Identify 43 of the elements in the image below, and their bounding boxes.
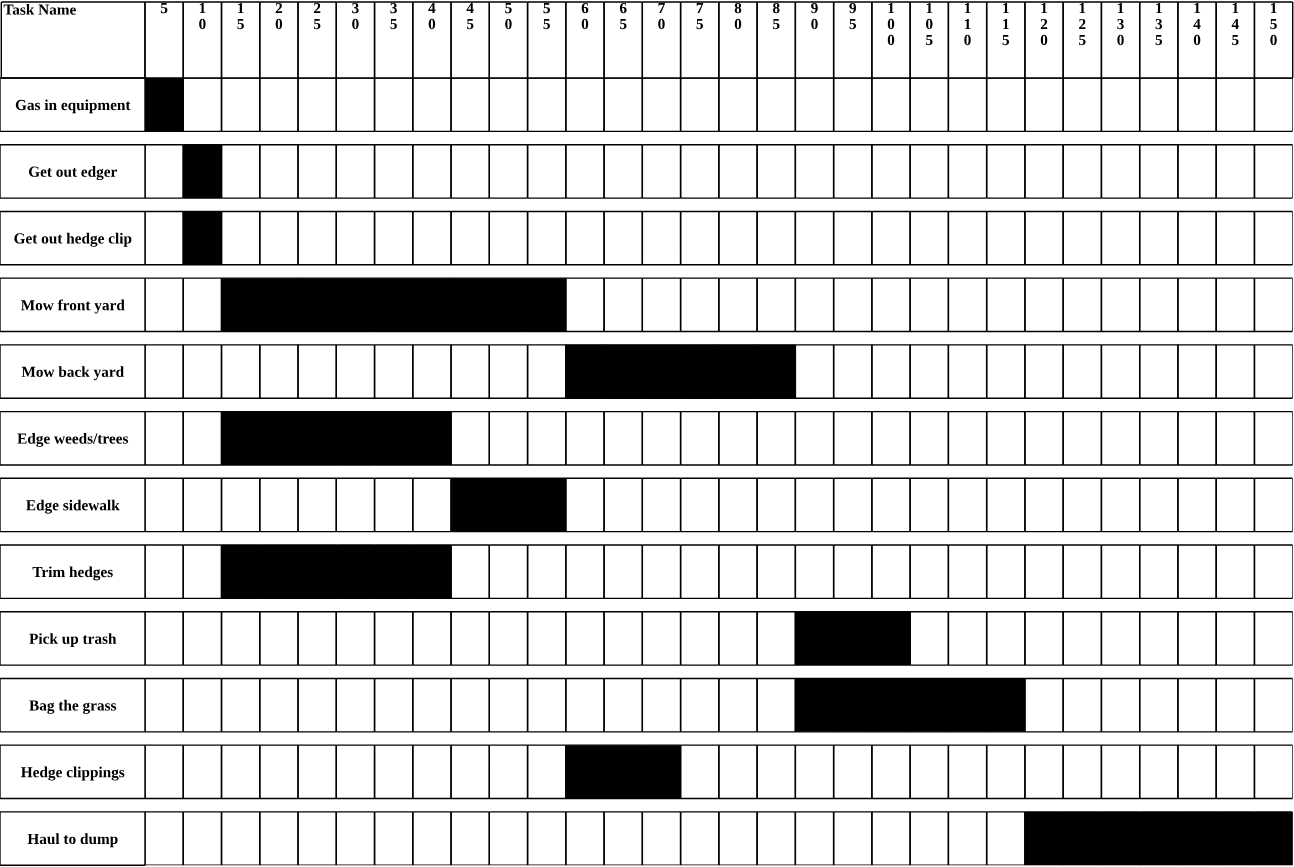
x-tick-label: 1 3 5 [1155, 2, 1163, 46]
x-tick-label: 1 3 0 [1117, 2, 1124, 46]
x-tick-label: 9 5 [849, 2, 857, 30]
y-tick-label: Edge weeds/trees [17, 432, 129, 447]
x-tick-label: 8 0 [734, 2, 742, 30]
y-tick-label: Mow back yard [21, 366, 124, 381]
x-tick-label: 1 1 5 [1002, 2, 1010, 46]
x-tick-label: 1 2 0 [1040, 2, 1048, 46]
x-tick-label: 1 0 [199, 2, 206, 30]
y-tick-label: Bag the grass [29, 699, 117, 714]
x-tick-label: 3 5 [390, 2, 397, 30]
x-tick-label: 8 5 [772, 2, 780, 30]
x-tick-label: 3 0 [352, 2, 359, 30]
y-tick-label: Edge sidewalk [26, 499, 120, 514]
y-tick-label: Gas in equipment [15, 99, 131, 114]
x-tick-label: 1 4 0 [1193, 2, 1201, 46]
y-tick-label: Get out edger [28, 166, 117, 181]
y-tick-label: Hedge clippings [21, 766, 125, 781]
x-tick-label: 1 2 5 [1079, 2, 1086, 46]
x-tick-label: 1 0 0 [887, 2, 895, 46]
x-tick-label: 1 1 0 [964, 2, 971, 46]
y-tick-label: Mow front yard [20, 299, 125, 314]
x-tick-label: 2 0 [275, 2, 283, 30]
x-tick-label: 5 0 [505, 3, 512, 30]
x-tick-label: 6 5 [619, 2, 627, 30]
x-tick-label: 7 5 [696, 3, 704, 30]
x-tick-label: 2 5 [313, 2, 321, 30]
x-tick-label: 7 0 [658, 3, 665, 30]
y-tick-label: Get out hedge clip [14, 232, 132, 247]
x-tick-label: 1 0 5 [926, 2, 933, 46]
x-tick-label: 5 [160, 3, 168, 14]
x-tick-label: 9 0 [811, 2, 818, 30]
x-tick-label: 5 5 [543, 3, 550, 30]
x-tick-label: 4 5 [466, 2, 474, 30]
y-tick-label: Haul to dump [27, 833, 118, 848]
y-tick-label: Trim hedges [32, 566, 113, 581]
x-tick-label: 1 5 [237, 2, 244, 30]
x-tick-label: 4 0 [428, 2, 436, 30]
y-axis-title: Task Name [3, 4, 76, 15]
x-tick-label: 6 0 [581, 2, 589, 30]
x-tick-label: 1 5 0 [1270, 2, 1277, 46]
x-tick-label: 1 4 5 [1231, 2, 1239, 46]
y-tick-label: Pick up trash [29, 633, 117, 647]
